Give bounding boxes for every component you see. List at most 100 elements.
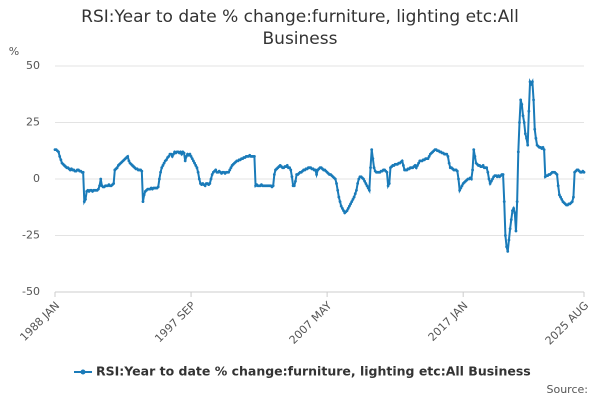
data-point bbox=[473, 155, 477, 158]
data-point bbox=[157, 177, 161, 181]
data-point bbox=[427, 155, 431, 158]
data-point bbox=[345, 209, 349, 213]
data-point bbox=[459, 186, 463, 190]
data-point bbox=[335, 182, 338, 185]
data-point bbox=[189, 155, 193, 158]
data-point bbox=[160, 166, 164, 170]
data-point bbox=[541, 145, 545, 149]
x-tick-label: 2007 MAY bbox=[287, 299, 335, 347]
data-point bbox=[99, 177, 103, 181]
data-point bbox=[140, 169, 144, 173]
data-point bbox=[82, 200, 86, 204]
data-point bbox=[142, 193, 146, 197]
data-point bbox=[514, 229, 518, 233]
data-point bbox=[471, 168, 474, 172]
data-point bbox=[572, 195, 575, 199]
data-point bbox=[520, 103, 524, 106]
y-tick-label: 0 bbox=[33, 172, 40, 185]
data-point bbox=[161, 164, 165, 167]
data-point bbox=[534, 136, 538, 140]
data-point bbox=[190, 157, 194, 161]
data-point bbox=[271, 184, 275, 188]
data-point bbox=[485, 166, 489, 170]
data-point bbox=[364, 182, 368, 185]
source: Source: bbox=[547, 383, 589, 396]
data-point bbox=[516, 150, 520, 154]
y-tick-label: -25 bbox=[22, 229, 40, 242]
data-point bbox=[98, 184, 101, 188]
data-point bbox=[507, 238, 511, 242]
y-unit: % bbox=[9, 45, 19, 58]
data-point bbox=[506, 249, 510, 253]
data-point bbox=[355, 188, 358, 192]
data-point bbox=[481, 164, 485, 167]
data-point bbox=[486, 170, 490, 174]
data-point bbox=[455, 169, 459, 173]
data-point bbox=[472, 148, 476, 152]
data-point bbox=[196, 170, 200, 174]
data-point bbox=[353, 192, 357, 196]
data-point bbox=[446, 155, 450, 158]
data-point bbox=[169, 152, 173, 156]
data-point bbox=[227, 170, 230, 174]
data-point bbox=[209, 177, 213, 181]
data-point bbox=[445, 152, 449, 156]
data-point bbox=[555, 173, 559, 176]
data-point bbox=[340, 206, 344, 210]
data-point bbox=[112, 182, 116, 185]
data-point bbox=[416, 164, 419, 167]
data-point bbox=[401, 164, 405, 167]
data-point bbox=[165, 158, 168, 162]
data-point bbox=[115, 166, 119, 170]
y-tick-label: 25 bbox=[26, 116, 40, 129]
data-point bbox=[127, 159, 131, 163]
data-point bbox=[487, 177, 491, 181]
data-point bbox=[369, 166, 372, 170]
data-point bbox=[272, 173, 276, 176]
x-tick-label: 1988 JAN bbox=[17, 299, 62, 344]
data-point bbox=[560, 197, 564, 201]
data-point bbox=[582, 170, 586, 174]
data-point bbox=[489, 179, 493, 183]
data-point bbox=[387, 182, 391, 185]
data-point bbox=[126, 155, 130, 158]
data-point bbox=[352, 195, 356, 199]
data-point bbox=[194, 164, 198, 167]
data-point bbox=[527, 109, 531, 113]
data-point bbox=[526, 143, 530, 147]
data-point bbox=[58, 155, 62, 158]
data-point bbox=[141, 200, 145, 204]
data-point bbox=[253, 155, 256, 158]
x-tick-label: 1997 SEP bbox=[152, 299, 198, 345]
data-point bbox=[170, 155, 174, 158]
data-point bbox=[533, 127, 537, 131]
data-point bbox=[458, 188, 462, 192]
data-point bbox=[348, 204, 351, 208]
data-point bbox=[367, 188, 371, 192]
x-tick-label: 2017 JAN bbox=[426, 299, 471, 344]
data-point bbox=[346, 206, 350, 210]
data-point bbox=[159, 170, 162, 174]
data-point bbox=[469, 177, 473, 181]
chart-title: RSI:Year to date % change:furniture, lig… bbox=[81, 7, 519, 49]
data-point bbox=[525, 136, 528, 140]
data-point bbox=[197, 177, 201, 181]
data-point bbox=[513, 211, 517, 215]
data-point bbox=[365, 184, 369, 188]
data-point bbox=[523, 132, 527, 136]
data-point bbox=[188, 152, 192, 156]
data-point bbox=[556, 184, 560, 188]
data-point bbox=[457, 177, 460, 181]
data-point bbox=[372, 166, 376, 170]
data-point bbox=[426, 157, 430, 161]
data-point bbox=[156, 185, 160, 189]
data-point bbox=[84, 197, 87, 201]
data-point bbox=[162, 161, 166, 165]
data-point bbox=[413, 164, 417, 167]
data-point bbox=[386, 184, 390, 188]
x-tick-label: 2025 AUG bbox=[543, 299, 592, 348]
data-point bbox=[502, 200, 506, 204]
data-point bbox=[557, 193, 561, 197]
data-point bbox=[292, 184, 296, 188]
